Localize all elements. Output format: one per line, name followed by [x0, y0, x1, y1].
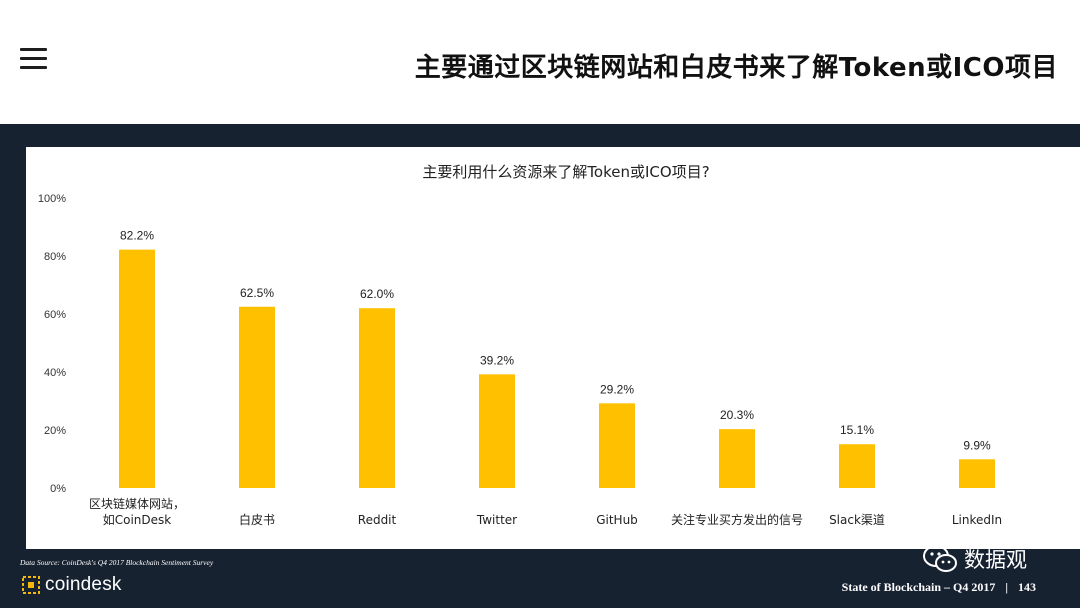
- chart-panel: 主要利用什么资源来了解Token或ICO项目? 0% 20% 40% 60% 80% 100…: [26, 147, 1080, 549]
- x-category-label: Twitter: [476, 513, 517, 527]
- y-tick-label: 0%: [50, 483, 66, 495]
- page-title: 主要通过区块链网站和白皮书来了解Token或ICO项目: [414, 53, 1058, 83]
- bar-value-label: 39.2%: [480, 353, 514, 367]
- coindesk-brand: coindesk: [22, 574, 122, 596]
- bar: [599, 403, 635, 488]
- bar: [359, 308, 395, 488]
- y-tick-label: 60%: [44, 309, 66, 321]
- x-category-label: Slack渠道: [829, 513, 885, 527]
- wechat-icon: [923, 545, 957, 572]
- x-category-label: 白皮书: [239, 512, 275, 527]
- y-tick-label: 20%: [44, 425, 66, 437]
- y-tick-label: 100%: [38, 193, 66, 205]
- x-category-label: 关注专业买方发出的信号: [671, 512, 803, 527]
- brand-name: coindesk: [45, 574, 122, 595]
- footer-separator: |: [1005, 580, 1008, 594]
- coindesk-logo-icon: [22, 576, 40, 594]
- hamburger-menu-icon[interactable]: [20, 48, 47, 70]
- y-tick-label: 40%: [44, 367, 66, 379]
- page-number: 143: [1018, 580, 1036, 594]
- bar-chart: 主要利用什么资源来了解Token或ICO项目? 0% 20% 40% 60% 80% 100…: [38, 163, 1002, 527]
- wechat-watermark: 数据观: [922, 540, 1027, 578]
- bar-value-label: 15.1%: [840, 423, 874, 437]
- bar-value-label: 82.2%: [120, 229, 154, 243]
- bar-value-label: 62.0%: [360, 287, 394, 301]
- wechat-account-name: 数据观: [964, 548, 1027, 572]
- bar: [839, 444, 875, 488]
- bar-value-label: 29.2%: [600, 382, 634, 396]
- x-category-label: 区块链媒体网站，如CoinDesk: [89, 496, 185, 527]
- bar: [119, 249, 155, 488]
- y-tick-label: 80%: [44, 251, 66, 263]
- bar: [239, 306, 275, 488]
- data-source-note: Data Source: CoinDesk's Q4 2017 Blockcha…: [20, 558, 214, 567]
- report-name: State of Blockchain – Q4 2017: [841, 580, 996, 594]
- bar: [479, 374, 515, 488]
- bar: [959, 459, 995, 488]
- chart-title: 主要利用什么资源来了解Token或ICO项目?: [422, 163, 709, 181]
- footer-report-info: State of Blockchain – Q4 2017 | 143: [842, 580, 1036, 595]
- x-category-label: Reddit: [358, 513, 397, 527]
- bar-value-label: 62.5%: [240, 286, 274, 300]
- bar-value-label: 20.3%: [720, 408, 754, 422]
- x-category-label: LinkedIn: [952, 513, 1002, 527]
- top-bar: 主要通过区块链网站和白皮书来了解Token或ICO项目: [0, 0, 1080, 124]
- bar-value-label: 9.9%: [963, 438, 991, 452]
- bar: [719, 429, 755, 488]
- x-category-label: GitHub: [596, 513, 638, 527]
